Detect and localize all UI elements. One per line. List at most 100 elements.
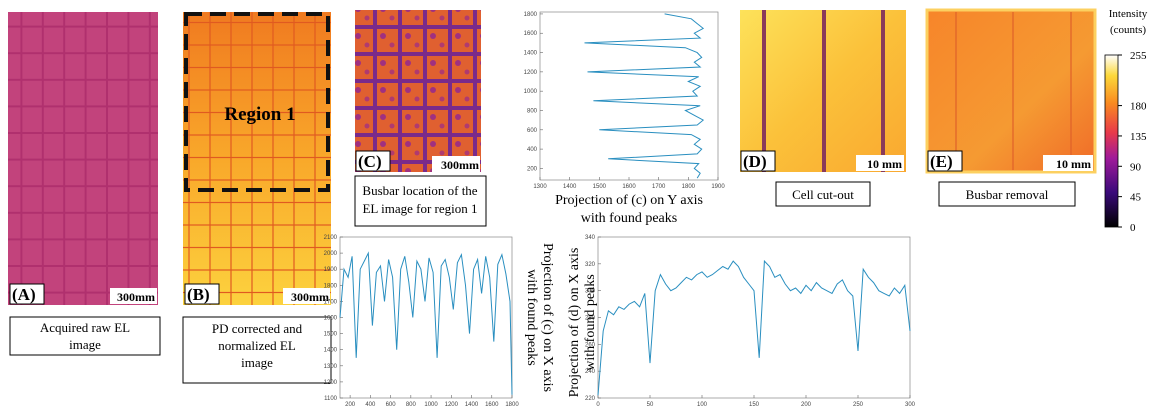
x-tick-label: 400 (365, 402, 376, 407)
panel-d: (D) 10 mm Cell cut-out (740, 10, 906, 207)
chart-title: with found peaks (581, 211, 677, 226)
busbar (822, 10, 826, 172)
scale-box (110, 288, 157, 304)
region-outline (184, 12, 330, 192)
caption-box (775, 181, 871, 207)
panel-letter: (A) (12, 285, 36, 304)
x-tick-label: 1800 (682, 184, 696, 190)
y-tick-label: 2100 (324, 235, 338, 241)
x-tick-label: 1600 (622, 184, 636, 190)
x-tick-label: 0 (596, 402, 600, 407)
chart-title: with found peaks (583, 274, 598, 370)
x-tick-label: 800 (406, 402, 417, 407)
busbar (762, 10, 766, 172)
y-tick-label: 1200 (324, 380, 338, 386)
y-tick-label: 1700 (324, 299, 338, 305)
colorbar-tick-label: 135 (1130, 131, 1147, 143)
colorbar-tick-label: 255 (1130, 50, 1147, 62)
y-tick-label: 1300 (324, 364, 338, 370)
chart-title: Projection of (d) on X axis (567, 248, 582, 398)
x-tick-label: 200 (345, 402, 356, 407)
x-tick-label: 100 (697, 402, 708, 407)
x-tick-label: 600 (386, 402, 397, 407)
y-tick-label: 1500 (324, 332, 338, 338)
x-tick-label: 200 (801, 402, 812, 407)
colorbar-tick-label: 45 (1130, 192, 1142, 204)
x-tick-label: 1900 (711, 184, 725, 190)
colorbar-title: (counts) (1110, 24, 1146, 36)
colorbar-tick-label: 90 (1130, 161, 1142, 173)
caption: PD corrected and (212, 321, 303, 336)
y-tick-label: 1800 (524, 12, 538, 18)
x-tick-label: 1300 (533, 184, 547, 190)
x-tick-label: 1400 (465, 402, 479, 407)
y-tick-label: 1600 (524, 31, 538, 37)
x-tick-label: 1400 (563, 184, 577, 190)
letter-box (740, 150, 776, 172)
letter-box (184, 283, 220, 305)
caption: image (69, 337, 101, 352)
x-tick-label: 1700 (652, 184, 666, 190)
y-tick-label: 320 (585, 262, 596, 268)
panel-letter: (D) (743, 152, 767, 171)
colorbar: Intensity (counts) (1104, 8, 1148, 228)
letter-box (9, 283, 45, 305)
colorbar-scale (1104, 54, 1119, 228)
scale-box (856, 155, 904, 171)
panel-e: (E) 10 mm Busbar removal (925, 8, 1097, 207)
letter-box (927, 150, 963, 172)
y-tick-label: 280 (585, 316, 596, 322)
x-tick-label: 1800 (505, 402, 519, 407)
y-tick-label: 1400 (324, 348, 338, 354)
x-tick-label: 300 (905, 402, 916, 407)
y-tick-label: 800 (527, 108, 538, 114)
faint-busbar (1070, 12, 1072, 170)
scale-label: 300mm (441, 158, 479, 172)
caption-box (938, 181, 1076, 207)
panel-letter: (E) (930, 152, 953, 171)
x-tick-label: 50 (647, 402, 654, 407)
caption: EL image for region 1 (362, 201, 477, 216)
y-tick-label: 1100 (324, 396, 338, 402)
panel-letter: (B) (187, 285, 210, 304)
scale-box (432, 156, 480, 172)
x-tick-label: 1200 (445, 402, 459, 407)
caption-box (354, 175, 487, 227)
panel-b: Region 1 (B) 300mm PD corrected and norm… (182, 12, 332, 384)
y-tick-label: 220 (585, 396, 596, 402)
scale-box (283, 288, 330, 304)
scale-label: 10 mm (1056, 157, 1091, 171)
y-tick-label: 300 (585, 289, 596, 295)
y-tick-label: 1800 (324, 283, 338, 289)
caption: Busbar location of the (362, 183, 477, 198)
busbar-image (355, 10, 481, 172)
y-tick-label: 400 (527, 147, 538, 153)
y-tick-label: 1200 (524, 70, 538, 76)
y-tick-label: 2000 (324, 251, 338, 257)
y-tick-label: 1600 (324, 316, 338, 322)
x-tick-label: 1000 (424, 402, 438, 407)
data-line (584, 13, 705, 179)
caption: Acquired raw EL (40, 320, 130, 335)
x-tick-label: 250 (853, 402, 864, 407)
scale-label: 300mm (291, 290, 329, 304)
y-tick-label: 1900 (324, 267, 338, 273)
y-tick-label: 200 (527, 166, 538, 172)
caption-box (182, 316, 332, 384)
y-tick-label: 340 (585, 235, 596, 241)
caption: Busbar removal (966, 187, 1049, 202)
letter-box (355, 150, 391, 172)
chart-title: with found peaks (524, 269, 539, 365)
scale-label: 300mm (117, 290, 155, 304)
region-label: Region 1 (224, 104, 295, 125)
plot-frame (597, 236, 911, 399)
colorbar-title: Intensity (1109, 8, 1148, 20)
busbar (881, 10, 885, 172)
panel-a: (A) 300mm Acquired raw EL image (8, 12, 161, 356)
data-line (339, 251, 513, 395)
y-tick-label: 600 (527, 128, 538, 134)
data-line (597, 259, 911, 396)
faint-busbar (1012, 12, 1014, 170)
caption: normalized EL (218, 338, 296, 353)
cell-grid (183, 12, 331, 305)
